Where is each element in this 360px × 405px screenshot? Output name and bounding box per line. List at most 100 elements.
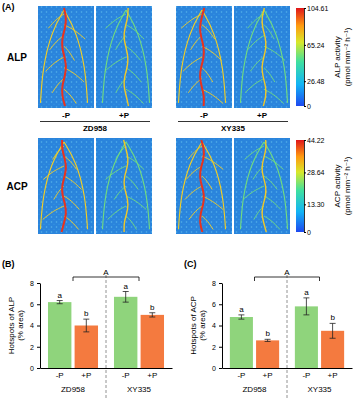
bar [230,317,253,368]
root [178,142,202,229]
root [181,14,202,28]
root [126,89,144,103]
y-tick: 6 [212,301,222,308]
annotation-bracket [73,277,139,281]
annotation-bracket [255,277,320,281]
error-bar-cap [149,317,155,318]
root [116,146,126,159]
colorbar-tick-label: 0 [307,103,311,110]
series-label: +P [263,371,273,380]
y-tick-label: 4 [212,322,216,329]
panel-label: (B) [2,259,15,269]
zymogram-image [176,138,232,234]
root [48,14,64,28]
series-label: -P [56,371,64,380]
colorbar-tick: 104.61 [304,5,329,12]
series-label: +P [147,371,157,380]
y-axis-line [222,284,223,369]
y-tick-label: 4 [30,322,34,329]
root [64,25,85,39]
colorbar-tick-mark [304,106,306,107]
plot-marks [48,292,164,369]
error-bar [265,339,271,341]
series-label: -P [122,371,130,380]
root [126,196,146,209]
image-background [176,6,232,108]
significance-letter: a [123,282,128,291]
colorbar-axis: 013.3028.6444.22 [304,137,325,236]
colorbar-tick-mark [304,140,306,141]
root [40,10,64,103]
root [202,89,223,103]
error-bar [330,323,336,338]
y-tick-label: 8 [30,280,34,287]
plot-marks [230,298,344,368]
significance-letter: a [57,291,62,300]
root [245,146,264,159]
colorbar [296,140,304,232]
colorbar-tick: 28.64 [304,169,325,176]
colorbar-tick: 26.48 [304,78,325,85]
group-separator [106,275,107,398]
root [200,8,204,106]
y-tick-label: 6 [30,301,34,308]
root [202,68,213,82]
image-background [234,6,290,108]
colorbar-title: ACP activity [333,165,342,208]
colorbar-tick: 65.24 [304,42,325,49]
root [64,142,88,229]
root [202,176,212,189]
root [202,156,223,169]
error-bar-stem [306,298,307,315]
root [106,166,126,179]
zymogram-image [176,6,232,108]
colorbar-tick-label: 65.24 [307,42,325,49]
error-bar-stem [152,313,153,317]
root [64,216,79,229]
x-axis-line [41,368,173,369]
root [108,206,126,219]
significance-letter: a [239,305,244,314]
error-bar-cap [238,314,244,315]
error-bar-cap [83,319,89,320]
root [62,8,66,106]
bar [256,340,279,368]
bar [295,306,318,368]
colorbar-tick-mark [304,204,306,205]
colorbar-axis: 0 26.48 65.24 104.61 [304,5,329,110]
y-tick: 4 [30,322,40,329]
root [202,216,213,229]
colorbar-tick: 13.30 [304,201,325,208]
error-bar-stem [86,319,87,332]
error-bar [123,292,129,303]
y-tick: 0 [30,365,40,372]
series-label: +P [328,371,338,380]
root [126,10,150,103]
y-tick-mark [37,326,40,327]
error-bar-cap [265,339,271,340]
root [240,142,264,229]
y-tick-label: 0 [30,365,34,372]
group-underline [178,121,288,122]
y-tick-mark [219,368,222,369]
error-bar-cap [57,300,63,301]
y-tick: 4 [212,322,222,329]
root [264,68,275,82]
figure: (A)ALP026.4865.24104.61ALP activity(pmol… [0,0,360,405]
root [40,142,64,229]
colorbar-axis-line [304,9,305,107]
colorbar-tick-label: 13.30 [307,201,325,208]
condition-label: -P [62,111,71,120]
root [264,46,285,60]
colorbar-title: (pmol mm⁻² h⁻¹) [343,27,352,86]
row-label: ACP [6,181,27,192]
root [126,142,150,229]
root [202,196,223,209]
root [126,216,136,229]
category-label: ZD958 [242,385,267,394]
colorbar-tick-label: 28.64 [307,169,325,176]
root [188,146,202,159]
zymogram-image [38,138,94,234]
y-tick-mark [219,283,222,284]
series-label: -P [237,371,245,380]
